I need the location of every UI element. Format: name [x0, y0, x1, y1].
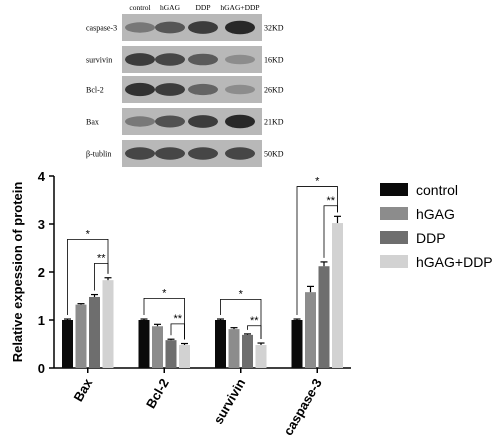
band-size: 16KD	[264, 56, 284, 65]
significance-bracket	[67, 238, 109, 316]
bar-control	[62, 320, 73, 368]
blot-band	[188, 21, 218, 34]
significance-bracket	[220, 298, 262, 340]
legend-label: hGAG	[416, 206, 455, 222]
band-size: 50KD	[264, 150, 284, 159]
significance-bracket	[170, 323, 185, 340]
bar-hGAG	[305, 292, 316, 368]
y-axis-label: Relative expession of protein	[10, 182, 25, 363]
y-tick-label: 3	[38, 217, 45, 232]
bar-control	[138, 320, 150, 368]
lane-label: control	[129, 3, 150, 12]
bar-hGAG	[228, 329, 240, 368]
lane-label: hGAG	[160, 3, 181, 12]
significance-label: *	[315, 176, 320, 188]
blot-band	[155, 147, 185, 160]
blot-band	[155, 21, 185, 34]
blot-band	[225, 84, 255, 95]
significance-bracket	[296, 186, 338, 316]
band-size: 32KD	[264, 24, 284, 33]
band-name: survivin	[86, 56, 112, 65]
y-tick-label: 4	[38, 169, 46, 184]
blot-band	[125, 116, 155, 127]
legend-label: DDP	[416, 230, 446, 246]
band-name: Bcl-2	[86, 86, 104, 95]
lane-label: hGAG+DDP	[220, 3, 259, 12]
significance-bracket	[143, 297, 185, 340]
legend-label: control	[416, 182, 458, 198]
y-tick-label: 1	[38, 313, 45, 328]
bar-hGAG	[152, 326, 163, 368]
bar-chart: 0 1 2 3 4 Relative expession of protein Bax Bcl…	[10, 169, 493, 438]
band-name: Bax	[86, 118, 99, 127]
lane-label: DDP	[195, 3, 210, 12]
blot-band	[155, 53, 185, 66]
significance-bracket	[247, 325, 262, 340]
legend-swatch	[380, 183, 408, 196]
band-size: 21KD	[264, 118, 284, 127]
western-blot-panel: control hGAG DDP hGAG+DDP caspase-3 32KD survi…	[86, 3, 284, 167]
blot-band	[188, 115, 218, 128]
blot-band	[225, 147, 255, 160]
bar-hGAG+DDP	[255, 344, 267, 368]
bar-hGAG+DDP	[102, 280, 114, 368]
legend-swatch	[380, 255, 408, 268]
band-name: β-tublin	[86, 150, 111, 159]
bar-control	[291, 320, 303, 368]
blot-band	[155, 83, 185, 96]
significance-bracket	[94, 262, 109, 291]
bar-hGAG+DDP	[332, 223, 343, 368]
significance-label: **	[326, 195, 335, 207]
x-tick-label: survivin	[210, 376, 248, 427]
significance-label: *	[162, 287, 167, 299]
y-tick-label: 2	[38, 265, 45, 280]
bar-DDP	[89, 296, 100, 368]
band-size: 26KD	[264, 86, 284, 95]
blot-band	[225, 114, 255, 129]
blot-band	[225, 20, 255, 35]
blot-band	[225, 54, 255, 65]
band-name: caspase-3	[86, 24, 117, 33]
bar-DDP	[165, 340, 177, 368]
x-tick-label: caspase-3	[280, 376, 324, 438]
significance-label: *	[86, 228, 91, 240]
significance-label: **	[173, 313, 182, 325]
blot-band	[188, 53, 218, 66]
x-tick-label: Bcl-2	[143, 376, 172, 411]
bar-control	[215, 320, 226, 368]
blot-band	[155, 115, 185, 128]
legend-label: hGAG+DDP	[416, 254, 493, 270]
legend-swatch	[380, 231, 408, 244]
bar-hGAG+DDP	[179, 344, 190, 368]
significance-label: **	[250, 315, 259, 327]
bar-DDP	[318, 266, 330, 368]
significance-label: *	[239, 288, 244, 300]
significance-bracket	[323, 205, 338, 258]
blot-band	[125, 82, 155, 97]
legend-swatch	[380, 207, 408, 220]
blot-band	[125, 147, 155, 160]
y-tick-label: 0	[38, 361, 45, 376]
bar-DDP	[242, 334, 253, 368]
blot-band	[188, 83, 218, 96]
x-tick-label: Bax	[70, 375, 95, 404]
blot-band	[188, 147, 218, 160]
significance-label: **	[97, 252, 106, 264]
blot-band	[125, 22, 155, 33]
bar-hGAG	[75, 304, 87, 368]
blot-band	[125, 53, 155, 66]
